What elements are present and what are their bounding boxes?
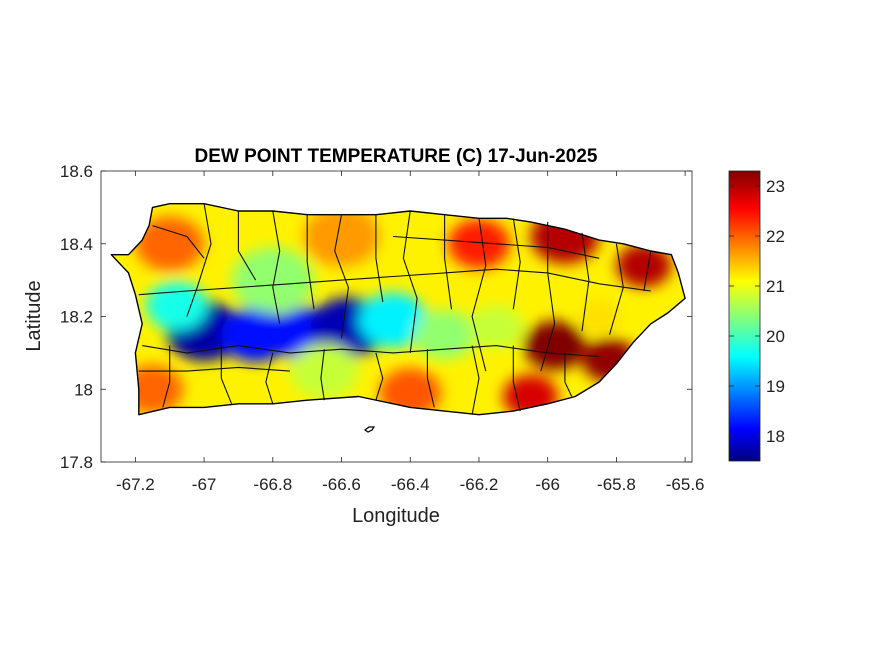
colorbar-tick-label: 20 bbox=[766, 327, 785, 346]
colorbar-tick-label: 21 bbox=[766, 277, 785, 296]
dew-point-cell-10 bbox=[303, 206, 380, 267]
municipal-boundary-25 bbox=[564, 352, 573, 397]
x-tick-label: -66.8 bbox=[253, 475, 292, 494]
y-axis-label: Latitude bbox=[23, 280, 45, 351]
municipal-boundary-12 bbox=[581, 232, 590, 332]
map-plot-area bbox=[110, 203, 686, 433]
x-tick-label: -66.2 bbox=[460, 475, 499, 494]
caja-de-muertos-islet bbox=[363, 426, 376, 433]
colorbar-tick-label: 22 bbox=[766, 227, 785, 246]
dew-point-cell-18 bbox=[523, 321, 586, 371]
municipal-boundary-7 bbox=[402, 210, 418, 353]
dew-point-cell-11 bbox=[135, 216, 205, 272]
x-tick-label: -67 bbox=[192, 475, 217, 494]
dew-point-cell-1 bbox=[221, 307, 290, 363]
dew-point-cell-5 bbox=[145, 281, 208, 331]
municipal-boundary-23 bbox=[471, 345, 480, 415]
island-coastline bbox=[110, 203, 686, 416]
x-tick-label: -66 bbox=[535, 475, 560, 494]
y-tick-label: 18 bbox=[74, 380, 93, 399]
colorbar-tick-label: 19 bbox=[766, 377, 785, 396]
municipal-boundary-16 bbox=[142, 345, 600, 358]
chart-title: DEW POINT TEMPERATURE (C) 17-Jun-2025 bbox=[195, 146, 598, 167]
municipal-boundary-5 bbox=[334, 214, 349, 339]
municipal-boundary-15 bbox=[138, 268, 651, 296]
municipal-boundary-14 bbox=[643, 250, 652, 292]
municipal-boundary-27 bbox=[393, 235, 600, 259]
y-tick-label: 18.6 bbox=[60, 162, 93, 181]
x-tick-label: -65.6 bbox=[666, 475, 705, 494]
colorbar: 18 19 20 21 22 23 bbox=[728, 170, 785, 462]
municipal-boundary-9 bbox=[471, 218, 487, 372]
colorbar-tick-label: 18 bbox=[766, 427, 785, 446]
municipal-boundary-21 bbox=[375, 352, 384, 401]
y-tick-label: 18.4 bbox=[60, 235, 93, 254]
y-tick-label: 18.2 bbox=[60, 308, 93, 327]
colorbar-gradient bbox=[728, 170, 761, 462]
x-tick-label: -67.2 bbox=[116, 475, 155, 494]
colorbar-ticks: 18 19 20 21 22 23 bbox=[729, 177, 785, 446]
dew-point-cell-9 bbox=[468, 305, 524, 350]
municipal-boundary-6 bbox=[375, 214, 384, 303]
dew-point-cell-17 bbox=[578, 300, 620, 333]
municipal-boundary-24 bbox=[512, 345, 521, 412]
municipal-boundary-1 bbox=[186, 203, 212, 317]
dew-point-cell-4 bbox=[358, 292, 428, 348]
x-axis-ticks: -67.2 -67 -66.8 -66.6 -66.4 -66.2 -66 -65.8 -65.… bbox=[116, 171, 705, 494]
municipal-boundary-26 bbox=[138, 366, 291, 372]
dew-point-cell-7 bbox=[289, 343, 359, 399]
dew-point-cell-14 bbox=[448, 219, 510, 269]
municipal-boundary-18 bbox=[220, 345, 233, 405]
dew-point-cell-6 bbox=[231, 247, 314, 313]
x-tick-label: -66.4 bbox=[391, 475, 430, 494]
y-axis-ticks: 17.8 18 18.2 18.4 18.6 bbox=[60, 162, 692, 472]
municipal-boundary-17 bbox=[162, 345, 171, 408]
dew-point-cell-8 bbox=[413, 310, 476, 360]
y-tick-label: 17.8 bbox=[60, 453, 93, 472]
municipal-boundary-19 bbox=[265, 352, 274, 404]
dew-point-cell-16 bbox=[616, 243, 672, 288]
municipal-boundaries bbox=[138, 203, 652, 415]
colorbar-tick-label: 23 bbox=[766, 177, 785, 196]
municipal-boundary-4 bbox=[306, 214, 315, 310]
x-axis-label: Longitude bbox=[352, 505, 440, 527]
municipal-boundary-20 bbox=[320, 349, 325, 401]
dew-point-field bbox=[111, 203, 686, 415]
municipal-boundary-0 bbox=[152, 225, 205, 259]
municipal-boundary-10 bbox=[512, 218, 521, 310]
municipal-boundary-2 bbox=[237, 211, 257, 281]
x-tick-label: -66.6 bbox=[322, 475, 361, 494]
municipal-boundary-8 bbox=[444, 214, 453, 310]
municipal-boundary-22 bbox=[426, 349, 435, 408]
x-tick-label: -65.8 bbox=[597, 475, 636, 494]
municipal-boundary-3 bbox=[272, 210, 281, 324]
